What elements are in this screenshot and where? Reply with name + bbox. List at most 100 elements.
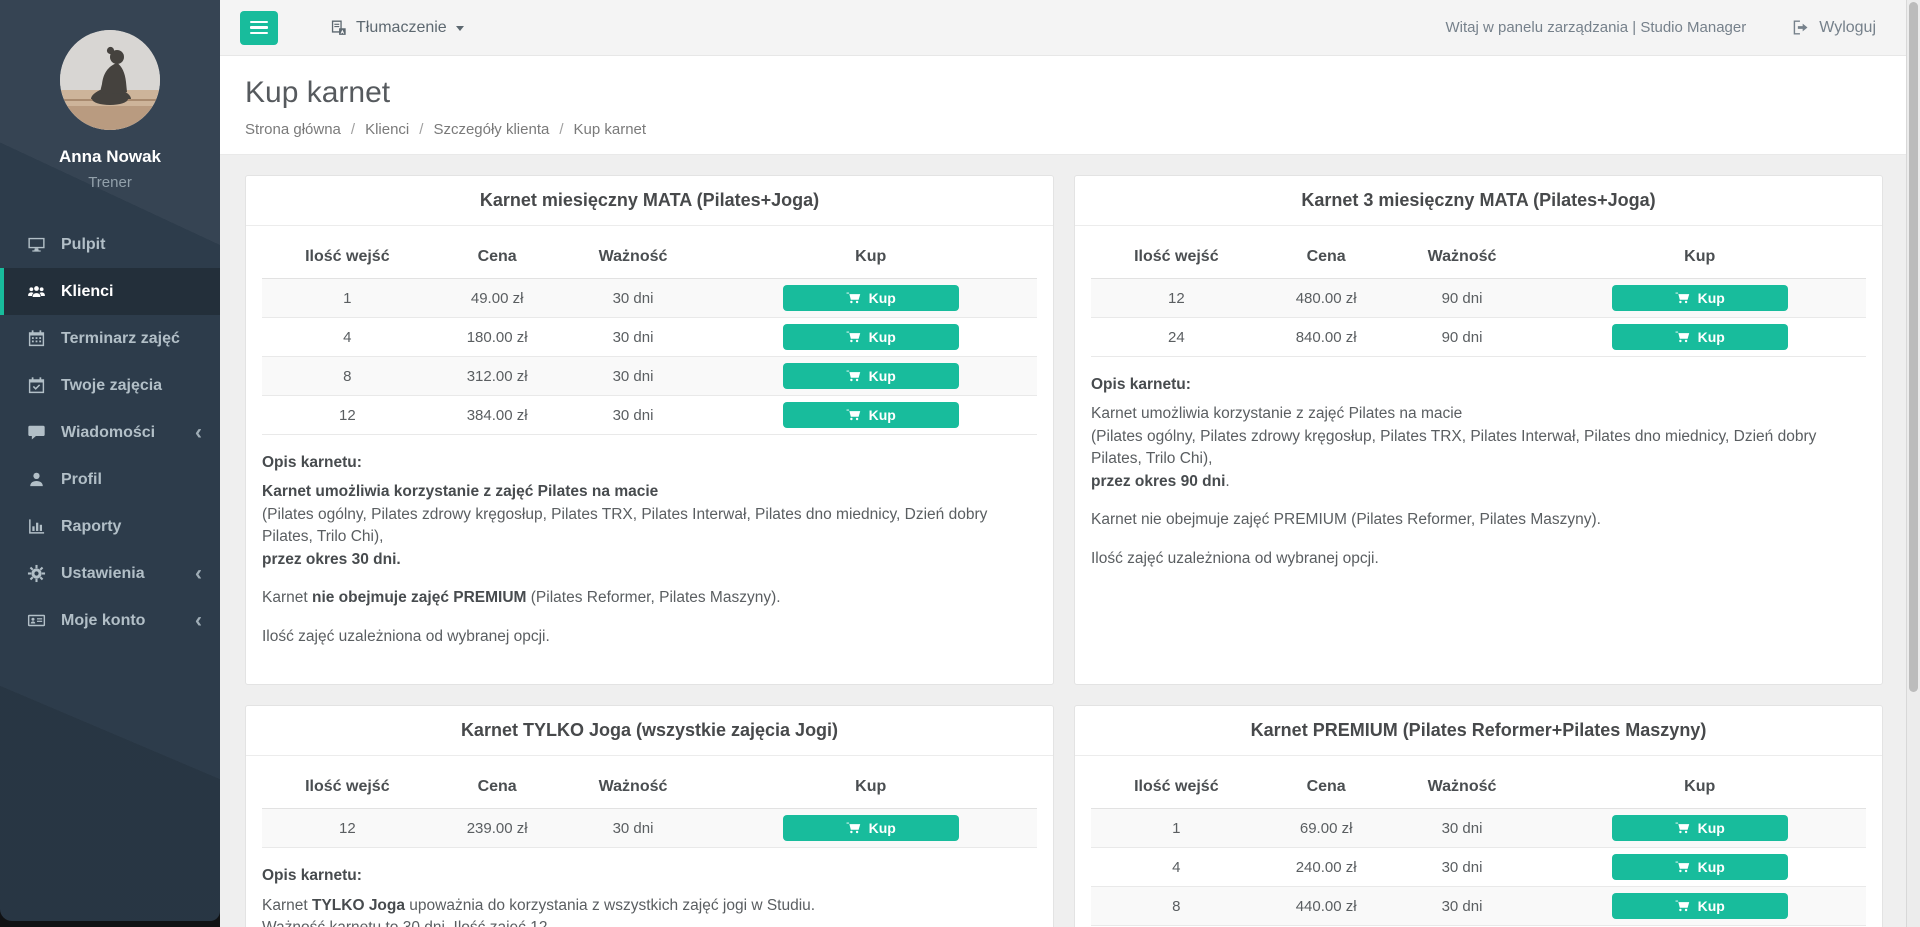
breadcrumb: Strona główna / Klienci / Szczegóły klienta /… bbox=[245, 121, 1880, 138]
breadcrumb-item[interactable]: Szczegóły klienta bbox=[433, 121, 550, 138]
pass-option-row: 12 239.00 zł 30 dni Kup bbox=[262, 808, 1037, 849]
pass-option-row: 8 312.00 zł 30 dni Kup bbox=[262, 356, 1037, 396]
buy-button[interactable]: Kup bbox=[1611, 893, 1788, 920]
sidebar-item-twoje-zajecia[interactable]: Twoje zajęcia bbox=[0, 362, 220, 409]
description-paragraph: Karnet nie obejmuje zajęć PREMIUM (Pilat… bbox=[262, 587, 1037, 609]
buy-button[interactable]: Kup bbox=[1611, 324, 1788, 350]
description-text: (Pilates ogólny, Pilates zdrowy kręgosłu… bbox=[1091, 427, 1817, 468]
avatar bbox=[60, 30, 160, 130]
price-cell: 312.00 zł bbox=[432, 356, 562, 396]
description-text: . bbox=[1225, 472, 1230, 490]
breadcrumb-item[interactable]: Klienci bbox=[365, 121, 410, 138]
price-cell: 384.00 zł bbox=[432, 395, 562, 435]
pass-option-row: 8 440.00 zł 30 dni Kup bbox=[1091, 886, 1866, 927]
card-body: Ilość wejść Cena Ważność Kup 1 49.00 zł 30 dni… bbox=[246, 226, 1053, 684]
sidebar-item-label: Ustawienia bbox=[61, 564, 145, 582]
sidebar-item-terminarz-zajec[interactable]: Terminarz zajęć bbox=[0, 315, 220, 362]
description-paragraph: Karnet TYLKO Joga upoważnia do korzystan… bbox=[262, 895, 1037, 927]
buy-cell: Kup bbox=[1533, 317, 1866, 357]
sidebar-item-moje-konto[interactable]: Moje konto ‹ bbox=[0, 597, 220, 644]
sidebar-item-label: Raporty bbox=[61, 517, 122, 535]
chevron-left-icon: ‹ bbox=[195, 421, 202, 444]
column-header: Ważność bbox=[561, 236, 705, 279]
entries-cell: 4 bbox=[1091, 847, 1262, 887]
entries-cell: 8 bbox=[1091, 886, 1262, 927]
breadcrumb-item[interactable]: Strona główna bbox=[245, 121, 341, 138]
sidebar-item-ustawienia[interactable]: Ustawienia ‹ bbox=[0, 550, 220, 597]
column-header: Cena bbox=[432, 236, 562, 279]
cart-icon bbox=[846, 409, 861, 422]
card-title: Karnet PREMIUM (Pilates Reformer+Pilates… bbox=[1075, 706, 1882, 757]
entries-cell: 8 bbox=[262, 356, 433, 396]
menu-toggle-button[interactable] bbox=[240, 10, 278, 45]
table-body: 1 69.00 zł 30 dni Kup 4 240.00 zł 30 dni Kup 8 44… bbox=[1091, 808, 1866, 927]
breadcrumb-separator: / bbox=[350, 121, 356, 138]
buy-button[interactable]: Kup bbox=[782, 402, 959, 428]
buy-cell: Kup bbox=[1533, 886, 1866, 927]
buy-button-label: Kup bbox=[868, 290, 896, 306]
validity-cell: 90 dni bbox=[1390, 278, 1534, 318]
description-paragraph: Karnet umożliwia korzystanie z zajęć Pil… bbox=[1091, 403, 1866, 493]
comment-icon bbox=[27, 423, 46, 442]
description-text: (Pilates Reformer, Pilates Maszyny). bbox=[526, 589, 781, 607]
buy-button[interactable]: Kup bbox=[782, 324, 959, 350]
sidebar-item-raporty[interactable]: Raporty bbox=[0, 503, 220, 550]
buy-cell: Kup bbox=[704, 356, 1037, 396]
sign-out-icon bbox=[1792, 19, 1809, 36]
pass-description: Opis karnetu: Karnet TYLKO Joga upoważnia… bbox=[262, 865, 1037, 927]
scrollbar[interactable] bbox=[1906, 0, 1920, 927]
card-body: Ilość wejść Cena Ważność Kup 12 239.00 zł 30 d… bbox=[246, 756, 1053, 927]
profile-role: Trener bbox=[88, 174, 132, 191]
id-card-icon bbox=[27, 611, 46, 630]
description-text: nie obejmuje zajęć PREMIUM bbox=[311, 589, 527, 607]
sidebar-item-klienci[interactable]: Klienci bbox=[0, 268, 220, 315]
column-header: Kup bbox=[704, 766, 1037, 810]
column-header: Cena bbox=[1261, 766, 1391, 810]
page-title: Kup karnet bbox=[245, 76, 391, 109]
translation-dropdown[interactable]: Tłumaczenie bbox=[330, 19, 464, 37]
sidebar-item-pulpit[interactable]: Pulpit bbox=[0, 221, 220, 268]
price-cell: 840.00 zł bbox=[1261, 317, 1391, 357]
buy-cell: Kup bbox=[1533, 808, 1866, 848]
table-head: Ilość wejść Cena Ważność Kup bbox=[262, 236, 1037, 279]
column-header: Kup bbox=[1533, 236, 1866, 279]
price-cell: 240.00 zł bbox=[1261, 847, 1391, 887]
column-header: Ilość wejść bbox=[1091, 766, 1262, 810]
cart-icon bbox=[846, 292, 861, 305]
pass-table: Ilość wejść Cena Ważność Kup 12 480.00 zł 90 d… bbox=[1091, 236, 1866, 357]
sidebar-item-label: Moje konto bbox=[61, 611, 146, 629]
description-text: Opis karnetu: bbox=[262, 867, 362, 885]
buy-button[interactable]: Kup bbox=[1611, 285, 1788, 311]
breadcrumb-separator: / bbox=[559, 121, 564, 138]
header-row: Ilość wejść Cena Ważność Kup bbox=[1091, 236, 1866, 279]
buy-button[interactable]: Kup bbox=[1611, 854, 1788, 881]
pass-table: Ilość wejść Cena Ważność Kup 1 69.00 zł 30 dni… bbox=[1091, 766, 1866, 927]
card-title: Karnet TYLKO Joga (wszystkie zajęcia Jog… bbox=[246, 706, 1053, 757]
sidebar: Anna Nowak Trener Pulpit Klienci Terminarz… bbox=[0, 0, 220, 921]
entries-cell: 1 bbox=[262, 278, 433, 318]
validity-cell: 30 dni bbox=[561, 278, 705, 318]
logout-button[interactable]: Wyloguj bbox=[1792, 19, 1876, 37]
buy-button[interactable]: Kup bbox=[782, 815, 959, 842]
scrollbar-thumb[interactable] bbox=[1909, 2, 1918, 692]
validity-cell: 30 dni bbox=[561, 395, 705, 435]
pass-card: Karnet TYLKO Joga (wszystkie zajęcia Jog… bbox=[245, 705, 1054, 927]
entries-cell: 12 bbox=[262, 395, 433, 435]
buy-button[interactable]: Kup bbox=[1611, 815, 1788, 842]
sidebar-item-profil[interactable]: Profil bbox=[0, 456, 220, 503]
validity-cell: 30 dni bbox=[561, 317, 705, 357]
column-header: Ilość wejść bbox=[262, 766, 433, 810]
price-cell: 239.00 zł bbox=[432, 808, 562, 849]
buy-cell: Kup bbox=[1533, 847, 1866, 887]
description-text: przez okres 30 dni. bbox=[262, 550, 401, 568]
sidebar-item-wiadomosci[interactable]: Wiadomości ‹ bbox=[0, 409, 220, 456]
pass-option-row: 4 180.00 zł 30 dni Kup bbox=[262, 317, 1037, 357]
pass-card: Karnet PREMIUM (Pilates Reformer+Pilates… bbox=[1074, 705, 1883, 927]
buy-button[interactable]: Kup bbox=[782, 285, 959, 311]
buy-button[interactable]: Kup bbox=[782, 363, 959, 389]
pass-option-row: 24 840.00 zł 90 dni Kup bbox=[1091, 317, 1866, 357]
buy-button-label: Kup bbox=[1697, 820, 1725, 837]
pass-table: Ilość wejść Cena Ważność Kup 1 49.00 zł 30 dni… bbox=[262, 236, 1037, 435]
entries-cell: 4 bbox=[262, 317, 433, 357]
